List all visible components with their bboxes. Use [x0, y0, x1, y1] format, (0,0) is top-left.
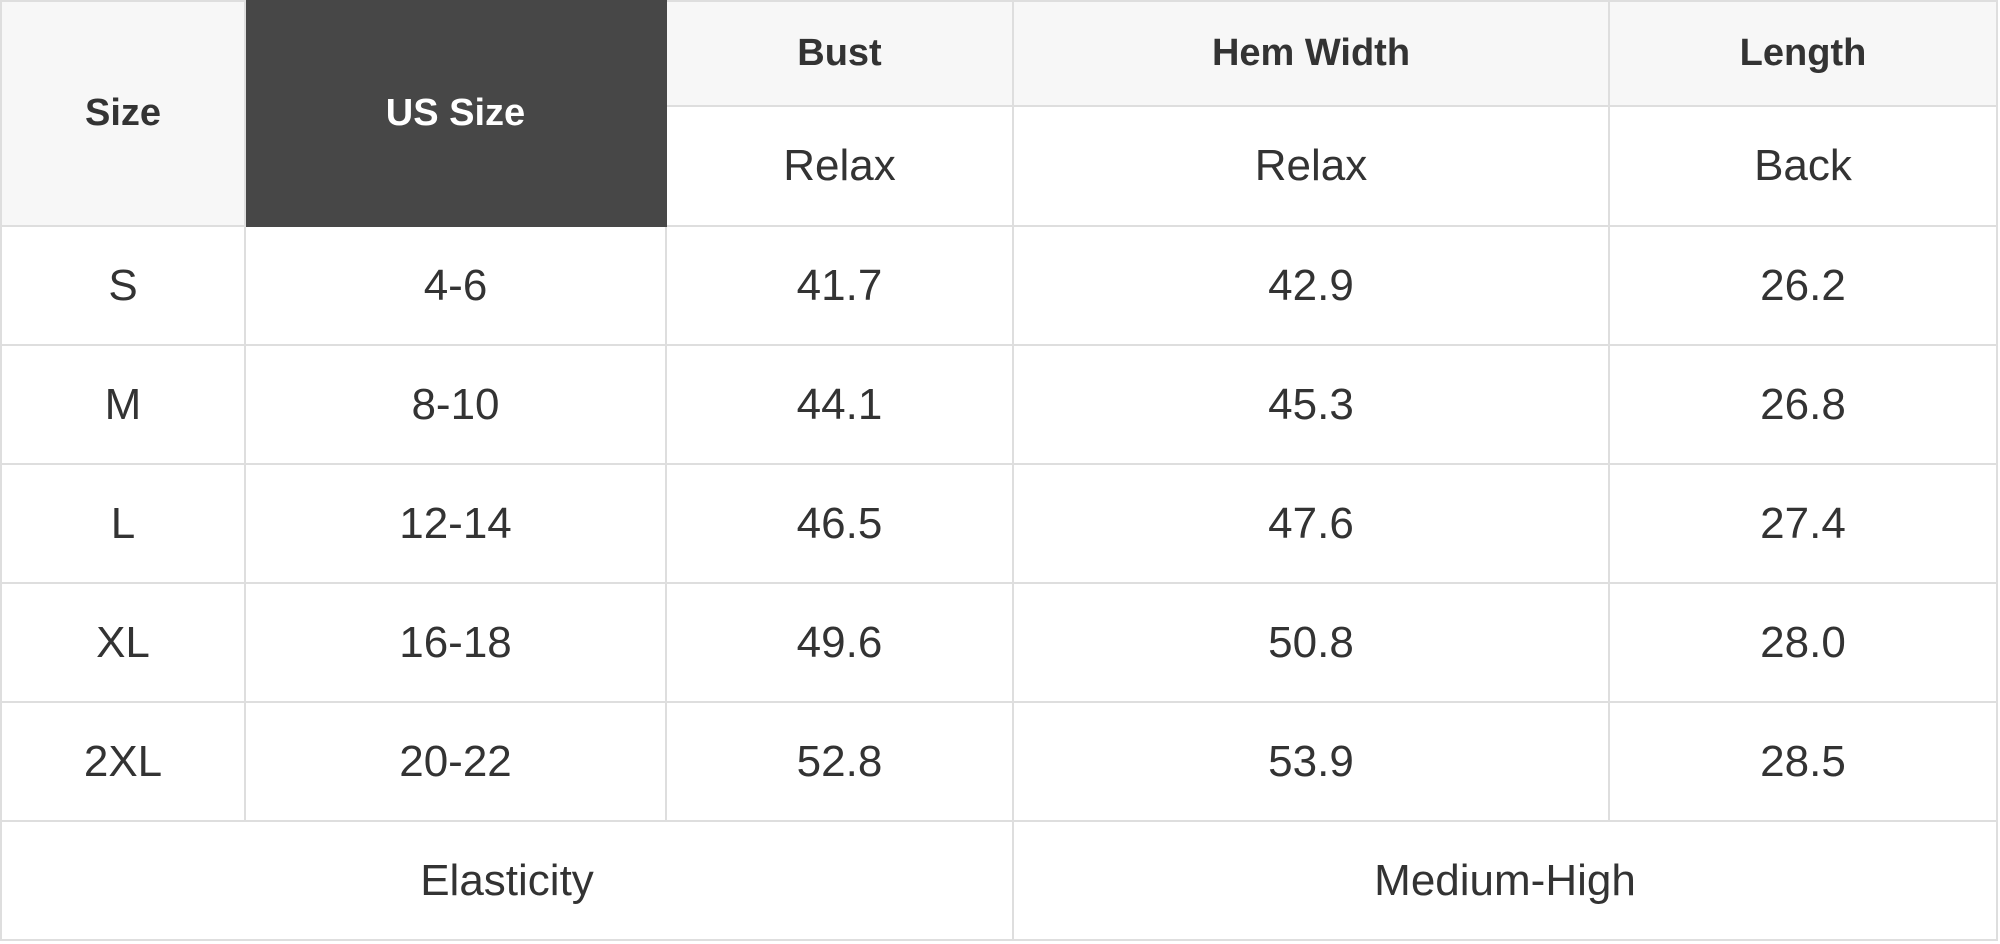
cell-hem-width: 53.9	[1012, 701, 1610, 822]
cell-us-size: 12-14	[244, 463, 667, 584]
cell-us-size: 4-6	[244, 225, 667, 346]
header-bust: Bust	[665, 0, 1014, 107]
cell-hem-width: 42.9	[1012, 225, 1610, 346]
header-size: Size	[0, 0, 246, 227]
subheader-hem: Relax	[1012, 105, 1610, 227]
cell-size: M	[0, 344, 246, 465]
cell-bust: 46.5	[665, 463, 1014, 584]
footer-value: Medium-High	[1012, 820, 1998, 941]
subheader-length: Back	[1608, 105, 1998, 227]
table-row: XL 16-18 49.6 50.8 28.0	[0, 582, 1998, 703]
header-us-size: US Size	[244, 0, 667, 227]
cell-hem-width: 47.6	[1012, 463, 1610, 584]
cell-length: 27.4	[1608, 463, 1998, 584]
cell-hem-width: 50.8	[1012, 582, 1610, 703]
cell-us-size: 20-22	[244, 701, 667, 822]
cell-length: 28.0	[1608, 582, 1998, 703]
header-hem-width: Hem Width	[1012, 0, 1610, 107]
cell-length: 26.2	[1608, 225, 1998, 346]
cell-length: 28.5	[1608, 701, 1998, 822]
cell-size: XL	[0, 582, 246, 703]
footer-label: Elasticity	[0, 820, 1014, 941]
cell-bust: 49.6	[665, 582, 1014, 703]
cell-bust: 52.8	[665, 701, 1014, 822]
cell-hem-width: 45.3	[1012, 344, 1610, 465]
table-row: M 8-10 44.1 45.3 26.8	[0, 344, 1998, 465]
cell-bust: 44.1	[665, 344, 1014, 465]
table-row: S 4-6 41.7 42.9 26.2	[0, 225, 1998, 346]
table-row: L 12-14 46.5 47.6 27.4	[0, 463, 1998, 584]
cell-size: 2XL	[0, 701, 246, 822]
cell-us-size: 16-18	[244, 582, 667, 703]
cell-us-size: 8-10	[244, 344, 667, 465]
cell-bust: 41.7	[665, 225, 1014, 346]
subheader-bust: Relax	[665, 105, 1014, 227]
cell-size: L	[0, 463, 246, 584]
table-row: 2XL 20-22 52.8 53.9 28.5	[0, 701, 1998, 822]
cell-length: 26.8	[1608, 344, 1998, 465]
header-length: Length	[1608, 0, 1998, 107]
cell-size: S	[0, 225, 246, 346]
